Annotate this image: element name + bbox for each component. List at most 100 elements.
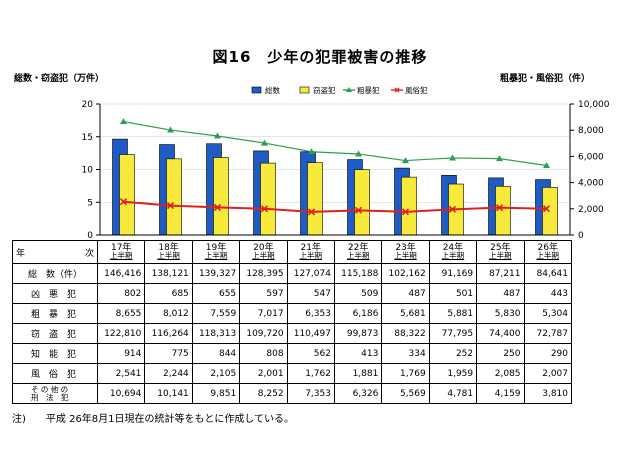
right-tick-label: 6,000 — [578, 152, 604, 162]
table-cell: 802 — [96, 283, 146, 304]
table-cell: 1,959 — [428, 363, 478, 384]
legend-label-粗暴犯: 粗暴犯 — [357, 85, 380, 95]
left-tick-label: 15 — [82, 133, 93, 143]
table-cell: 102,162 — [381, 263, 430, 284]
bar-窃盗犯 — [213, 157, 229, 236]
legend-label-総数: 総数 — [265, 85, 280, 95]
point-粗暴犯 — [167, 126, 174, 133]
table-cell: 685 — [144, 283, 193, 304]
point-粗暴犯 — [355, 150, 362, 157]
row-label: 風 俗 犯 — [12, 363, 98, 384]
table-cell: 146,416 — [96, 263, 146, 284]
chart-svg: 総数・窃盗犯（万件） 粗暴犯・風俗犯（件） 0 5 10 15 20 0 2,000 4,00… — [14, 72, 610, 240]
table-cell: 5,830 — [476, 303, 525, 324]
table-cell: 138,121 — [144, 263, 193, 284]
table-header-year: 24年 上半期 — [428, 240, 478, 264]
table-cell: 115,188 — [333, 263, 383, 284]
row-label: 総 数（件） — [12, 263, 98, 284]
table-cell: 1,881 — [333, 363, 383, 384]
left-tick-label: 0 — [87, 231, 93, 240]
row-label-line1: そ の 他 の — [31, 384, 69, 394]
table-header-year: 17年 上半期 — [96, 240, 146, 264]
left-tick-label: 20 — [82, 100, 94, 110]
point-粗暴犯 — [308, 148, 315, 155]
year-sublabel: 上半期 — [346, 251, 370, 260]
table-header-year: 25年 上半期 — [476, 240, 525, 264]
point-風俗犯 — [166, 202, 175, 210]
table-cell: 122,810 — [96, 323, 146, 344]
table-cell: 290 — [523, 343, 573, 364]
lines — [119, 118, 551, 216]
table-header-row: 年次 17年 上半期 18年 上半期 19年 上半期 20年 上半期 21年 上半期 22年 上半期 23… — [12, 240, 573, 264]
point-風俗犯 — [307, 208, 316, 216]
legend-swatch-総数 — [251, 86, 262, 94]
table-cell: 7,559 — [191, 303, 241, 324]
bar-窃盗犯 — [401, 176, 417, 236]
table-cell: 128,395 — [239, 263, 288, 284]
table-cell: 2,001 — [239, 363, 288, 384]
point-風俗犯 — [542, 205, 551, 213]
table-corner: 年次 — [12, 240, 98, 264]
table-cell: 72,787 — [523, 323, 573, 344]
bar-窃盗犯 — [166, 158, 182, 236]
table-row: 粗 暴 犯 8,655 8,012 7,559 7,017 6,353 6,186 5,681… — [12, 303, 573, 324]
table-cell: 139,327 — [191, 263, 241, 284]
table-cell: 487 — [476, 283, 525, 304]
table-cell: 1,762 — [286, 363, 335, 384]
table-cell: 110,497 — [286, 323, 335, 344]
year-sublabel: 上半期 — [252, 251, 275, 260]
table-cell: 334 — [381, 343, 430, 364]
year-sublabel: 上半期 — [109, 251, 133, 260]
corner-label-left: 年 — [16, 248, 26, 259]
table-cell: 2,541 — [96, 363, 146, 384]
right-axis-label: 粗暴犯・風俗犯（件） — [500, 72, 590, 84]
row-label: 粗 暴 犯 — [12, 303, 98, 324]
table-cell: 914 — [96, 343, 146, 364]
year-label: 18年 — [158, 243, 179, 253]
right-tick-label: 2,000 — [578, 205, 604, 215]
table-cell: 77,795 — [428, 323, 478, 344]
left-axis-label: 総数・窃盗犯（万件） — [14, 72, 104, 84]
table-cell: 5,304 — [523, 303, 573, 324]
table-row: 凶 悪 犯 802 685 655 597 547 509 487 501 487 443 — [12, 283, 573, 304]
table-cell: 109,720 — [239, 323, 288, 344]
table-cell: 118,313 — [191, 323, 241, 344]
table-header-year: 19年 上半期 — [191, 240, 241, 264]
data-table: 年次 17年 上半期 18年 上半期 19年 上半期 20年 上半期 21年 上半期 22年 上半期 23… — [12, 240, 573, 404]
year-label: 23年 — [395, 243, 416, 253]
left-tick-label: 5 — [87, 198, 93, 208]
table-cell: 10,141 — [144, 383, 193, 404]
table-cell: 2,244 — [144, 363, 193, 384]
right-tick-label: 4,000 — [578, 179, 604, 189]
point-風俗犯 — [213, 203, 222, 211]
table-row: そ の 他 の刑 法 犯 10,694 10,141 9,851 8,252 7,353 6… — [12, 383, 573, 404]
point-風俗犯 — [119, 198, 128, 206]
year-sublabel: 上半期 — [157, 251, 180, 260]
table-cell: 775 — [144, 343, 193, 364]
table-header-year: 23年 上半期 — [381, 240, 430, 264]
table-cell: 10,694 — [96, 383, 146, 404]
year-label: 25年 — [490, 243, 511, 253]
corner-label-right: 次 — [84, 248, 94, 259]
row-label: 凶 悪 犯 — [12, 283, 98, 304]
year-label: 22年 — [347, 243, 369, 253]
year-sublabel: 上半期 — [299, 251, 323, 260]
table-cell: 91,169 — [428, 263, 478, 284]
table-row: 知 能 犯 914 775 844 808 562 413 334 252 250 290 — [12, 343, 573, 364]
year-label: 21年 — [300, 243, 321, 253]
table-cell: 1,769 — [381, 363, 430, 384]
table-cell: 88,322 — [381, 323, 430, 344]
point-粗暴犯 — [449, 154, 456, 161]
year-sublabel: 上半期 — [441, 251, 465, 260]
table-cell: 2,105 — [191, 363, 241, 384]
bars — [112, 138, 558, 236]
year-sublabel: 上半期 — [394, 251, 417, 260]
table-cell: 443 — [523, 283, 573, 304]
table-cell: 7,353 — [286, 383, 335, 404]
bar-窃盗犯 — [260, 162, 276, 236]
table-cell: 252 — [428, 343, 478, 364]
row-label: 窃 盗 犯 — [12, 323, 98, 344]
legend: 総数 窃盗犯 粗暴犯 風俗犯 — [251, 85, 428, 95]
year-label: 24年 — [442, 243, 464, 253]
point-粗暴犯 — [261, 139, 268, 146]
